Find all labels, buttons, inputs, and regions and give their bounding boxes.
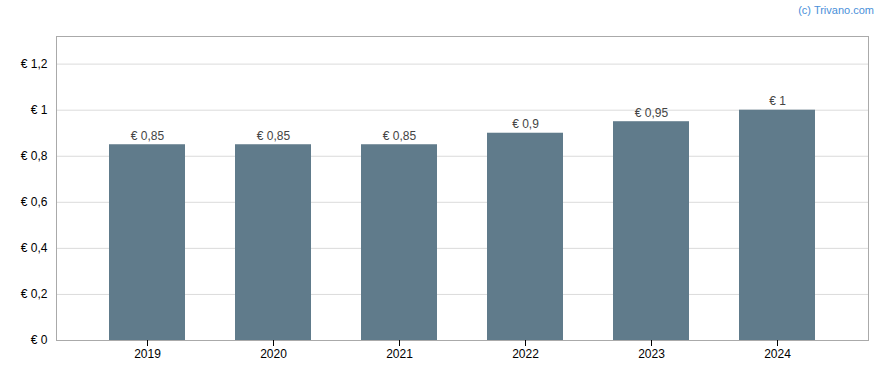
- svg-text:2020: 2020: [260, 347, 287, 361]
- svg-text:2024: 2024: [764, 347, 791, 361]
- svg-text:€ 0,85: € 0,85: [383, 129, 417, 143]
- svg-text:€ 0,85: € 0,85: [131, 129, 165, 143]
- svg-text:€ 0: € 0: [31, 333, 48, 347]
- svg-text:€ 0,6: € 0,6: [21, 195, 48, 209]
- svg-text:€ 0,2: € 0,2: [21, 287, 48, 301]
- svg-text:€ 0,95: € 0,95: [635, 106, 669, 120]
- svg-text:€ 1: € 1: [31, 103, 48, 117]
- svg-text:€ 0,8: € 0,8: [21, 149, 48, 163]
- svg-text:2019: 2019: [134, 347, 161, 361]
- svg-text:2023: 2023: [638, 347, 665, 361]
- svg-text:€ 0,9: € 0,9: [512, 117, 539, 131]
- svg-text:2022: 2022: [512, 347, 539, 361]
- svg-text:€ 1,2: € 1,2: [21, 57, 48, 71]
- svg-text:€ 1: € 1: [769, 94, 786, 108]
- svg-text:2021: 2021: [386, 347, 413, 361]
- svg-text:€ 0,85: € 0,85: [257, 129, 291, 143]
- svg-text:€ 0,4: € 0,4: [21, 241, 48, 255]
- html-text:(c) Trivano.com: (c) Trivano.com: [798, 4, 874, 16]
